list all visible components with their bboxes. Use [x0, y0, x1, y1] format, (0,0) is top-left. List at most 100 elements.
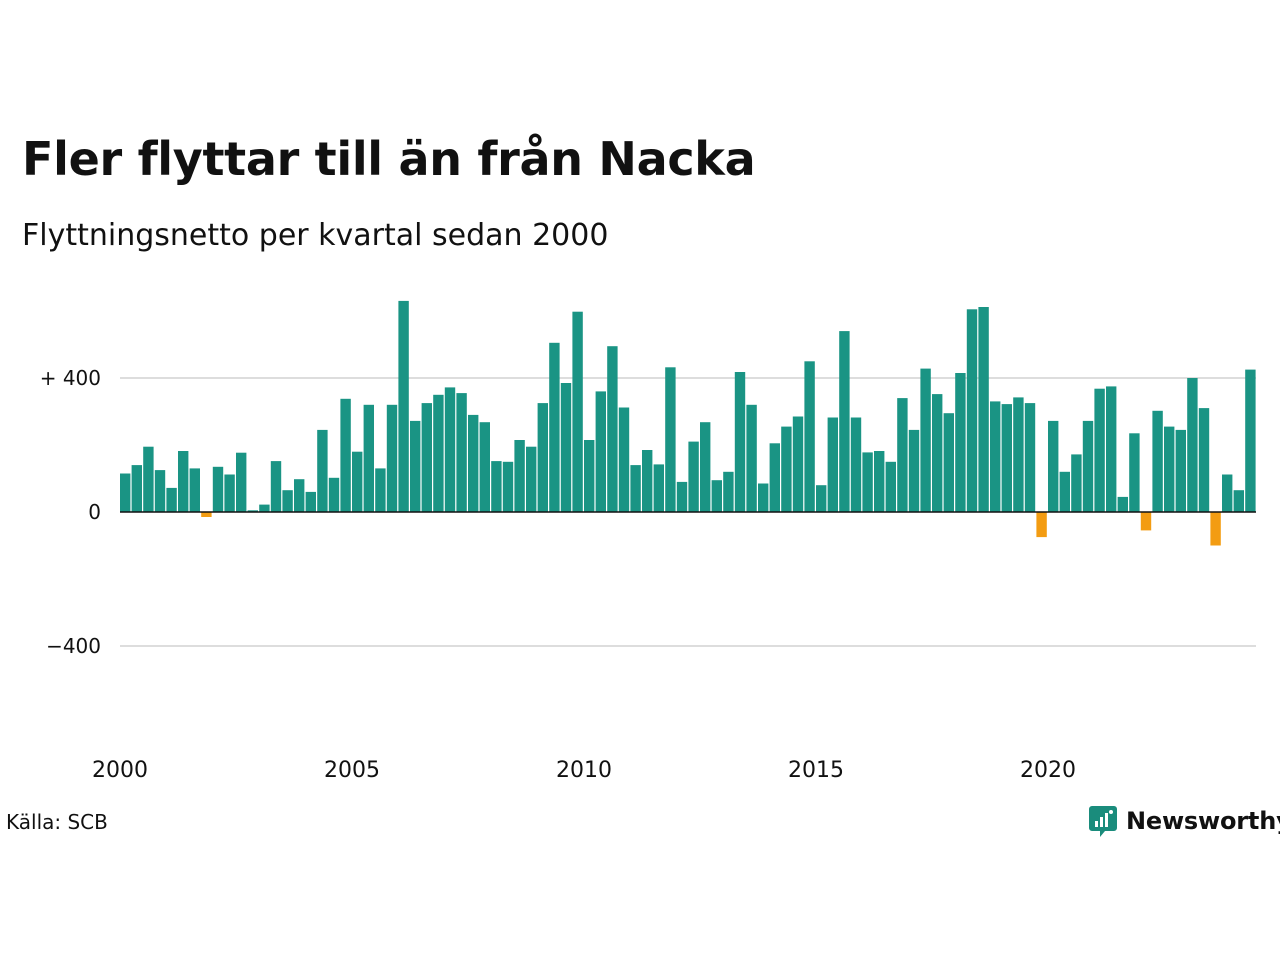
- bar: [746, 404, 757, 512]
- bar: [711, 480, 722, 512]
- bar: [1106, 386, 1117, 512]
- bar: [769, 443, 780, 512]
- bar: [1071, 454, 1082, 512]
- bar: [943, 413, 954, 512]
- bar: [723, 471, 734, 512]
- bar: [758, 483, 769, 512]
- bar: [120, 473, 131, 512]
- bar: [734, 372, 746, 512]
- bar: [1164, 426, 1175, 512]
- bar: [897, 398, 908, 512]
- bar: [154, 470, 166, 512]
- bar: [1140, 512, 1152, 531]
- bar: [630, 465, 641, 512]
- bar: [189, 468, 200, 512]
- bar: [549, 342, 560, 512]
- bar: [1036, 512, 1047, 538]
- bar: [816, 485, 827, 512]
- x-tick-label: 2005: [324, 758, 380, 783]
- bar: [166, 487, 177, 512]
- bar: [1082, 420, 1094, 512]
- bar: [1013, 397, 1024, 512]
- bar: [537, 403, 548, 512]
- bar: [247, 510, 258, 512]
- bar: [1129, 433, 1140, 512]
- bar: [317, 429, 328, 512]
- bar: [862, 452, 873, 512]
- bar: [1175, 429, 1186, 512]
- bar: [955, 373, 966, 512]
- bars: [120, 300, 1256, 546]
- bar: [676, 481, 688, 513]
- axes: + 400 0 −400 2000 2005 2010 2015 2020: [40, 366, 1256, 783]
- y-tick-label: 0: [88, 500, 101, 524]
- bar: [653, 464, 664, 512]
- bar: [874, 451, 885, 512]
- bar: [978, 307, 989, 512]
- bar: [212, 466, 224, 512]
- bar: [804, 361, 815, 513]
- bar: [236, 452, 247, 512]
- y-tick-label: + 400: [40, 366, 101, 390]
- bar: [259, 504, 270, 512]
- bar: [131, 465, 142, 512]
- bar: [410, 420, 421, 512]
- chart-subtitle: Flyttningsnetto per kvartal sedan 2000: [22, 218, 609, 253]
- bar: [1094, 388, 1105, 512]
- bar: [468, 414, 479, 513]
- bar: [642, 450, 653, 512]
- bar: [1222, 474, 1233, 512]
- bar: [456, 393, 467, 512]
- bar: [839, 331, 850, 512]
- bar: [444, 387, 456, 512]
- bar: [827, 417, 838, 512]
- bar: [792, 416, 804, 512]
- bar: [1048, 420, 1059, 512]
- bar: [688, 441, 699, 512]
- bar: [908, 429, 920, 512]
- bar: [386, 404, 398, 512]
- bar: [294, 479, 305, 512]
- bar: [526, 446, 537, 512]
- bar: [352, 451, 363, 512]
- bar: [1187, 378, 1198, 512]
- bar: [932, 394, 943, 512]
- source-note: Källa: SCB: [6, 810, 108, 834]
- bar: [1001, 404, 1012, 512]
- bar: [920, 368, 931, 512]
- bar: [1024, 403, 1036, 512]
- bar: [990, 401, 1001, 512]
- bar: [885, 461, 896, 513]
- bar: [1152, 410, 1163, 512]
- bar: [560, 383, 572, 512]
- y-tick-label: −400: [46, 634, 101, 658]
- bar: [1233, 490, 1244, 512]
- bar: [398, 300, 409, 512]
- bar: [282, 490, 293, 512]
- bar: [201, 512, 212, 517]
- bar: [479, 422, 490, 512]
- bar: [966, 309, 978, 512]
- bar: [421, 403, 432, 512]
- bar: [618, 407, 630, 512]
- x-tick-label: 2010: [556, 758, 612, 783]
- bar: [224, 474, 235, 512]
- bar: [491, 461, 502, 512]
- chart-title: Fler flyttar till än från Nacka: [22, 132, 756, 186]
- bar: [781, 426, 792, 512]
- brand-name: Newsworthy: [1126, 807, 1280, 835]
- gridlines: [120, 377, 1256, 647]
- bar: [584, 440, 595, 512]
- x-tick-label: 2000: [92, 758, 148, 783]
- bar: [1245, 369, 1256, 512]
- bar: [1059, 471, 1070, 512]
- bar: [340, 398, 351, 512]
- x-tick-label: 2020: [1020, 758, 1076, 783]
- bar: [178, 451, 189, 512]
- bar: [328, 477, 340, 512]
- bar: [375, 468, 386, 512]
- newsworthy-logo: Newsworthy: [1088, 804, 1280, 838]
- bar: [433, 394, 444, 513]
- bar: [665, 367, 676, 512]
